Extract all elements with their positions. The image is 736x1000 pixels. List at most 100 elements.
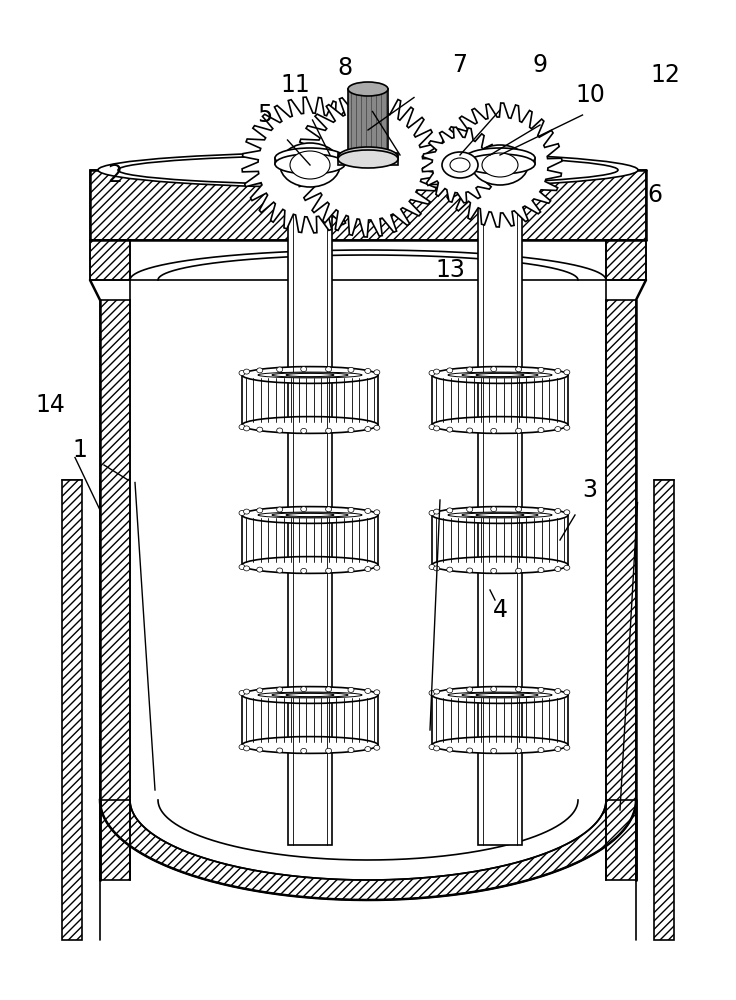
Ellipse shape (374, 565, 380, 570)
Ellipse shape (491, 507, 497, 512)
Text: 12: 12 (650, 63, 680, 87)
Ellipse shape (555, 368, 561, 373)
Ellipse shape (348, 687, 354, 692)
Bar (90, 170, 646, 240)
Ellipse shape (467, 367, 473, 372)
Bar (242, 375, 378, 425)
Polygon shape (242, 97, 378, 233)
Text: 4: 4 (492, 598, 508, 622)
Text: 6: 6 (648, 183, 662, 207)
Ellipse shape (244, 426, 250, 431)
Ellipse shape (462, 693, 538, 697)
Bar (288, 165, 332, 170)
Ellipse shape (491, 748, 497, 753)
Ellipse shape (365, 688, 371, 693)
Ellipse shape (325, 568, 332, 573)
Ellipse shape (538, 687, 544, 692)
Bar (432, 375, 568, 425)
Bar (62, 480, 82, 940)
Ellipse shape (447, 427, 453, 432)
Ellipse shape (348, 428, 354, 433)
Ellipse shape (301, 428, 307, 433)
Ellipse shape (325, 687, 332, 692)
Ellipse shape (365, 508, 371, 513)
Ellipse shape (275, 154, 345, 174)
Ellipse shape (467, 687, 473, 692)
Ellipse shape (325, 367, 332, 372)
Ellipse shape (555, 688, 561, 693)
Ellipse shape (338, 150, 398, 168)
Ellipse shape (462, 373, 538, 377)
Ellipse shape (447, 688, 453, 693)
Ellipse shape (432, 507, 568, 523)
Ellipse shape (244, 689, 250, 694)
Text: 7: 7 (453, 53, 467, 77)
Text: 11: 11 (280, 73, 310, 97)
Ellipse shape (564, 370, 570, 375)
Ellipse shape (448, 372, 552, 378)
Bar (242, 515, 378, 565)
Bar (654, 480, 674, 940)
Ellipse shape (448, 512, 552, 518)
Ellipse shape (538, 428, 544, 433)
Ellipse shape (516, 367, 522, 372)
Ellipse shape (277, 687, 283, 692)
Ellipse shape (516, 748, 522, 753)
Ellipse shape (476, 373, 524, 377)
Ellipse shape (239, 564, 245, 570)
Ellipse shape (482, 153, 518, 177)
Ellipse shape (467, 748, 473, 753)
Ellipse shape (432, 367, 568, 383)
Ellipse shape (516, 428, 522, 433)
Ellipse shape (98, 152, 638, 188)
Bar (348, 89, 388, 157)
Text: 9: 9 (533, 53, 548, 77)
Ellipse shape (301, 507, 307, 512)
Ellipse shape (429, 424, 435, 430)
Ellipse shape (348, 82, 388, 96)
Ellipse shape (301, 568, 307, 573)
Ellipse shape (242, 507, 378, 523)
Ellipse shape (447, 567, 453, 572)
Bar (478, 170, 522, 845)
Ellipse shape (257, 567, 263, 572)
Ellipse shape (239, 424, 245, 430)
Bar (288, 170, 332, 845)
Ellipse shape (272, 513, 348, 517)
Ellipse shape (374, 425, 380, 430)
Ellipse shape (538, 367, 544, 372)
Ellipse shape (564, 425, 570, 430)
Ellipse shape (476, 693, 524, 697)
Ellipse shape (239, 510, 245, 516)
Ellipse shape (239, 370, 245, 375)
Ellipse shape (450, 158, 470, 172)
Ellipse shape (257, 508, 263, 513)
Bar (90, 240, 130, 280)
Ellipse shape (239, 690, 245, 696)
Ellipse shape (325, 428, 332, 433)
Polygon shape (438, 103, 562, 227)
Ellipse shape (257, 427, 263, 432)
Ellipse shape (277, 367, 283, 372)
Ellipse shape (429, 744, 435, 750)
Ellipse shape (374, 510, 380, 515)
Ellipse shape (239, 744, 245, 750)
Ellipse shape (348, 568, 354, 573)
Ellipse shape (365, 567, 371, 572)
Ellipse shape (434, 566, 439, 571)
Ellipse shape (365, 747, 371, 752)
Ellipse shape (118, 155, 618, 185)
Ellipse shape (348, 507, 354, 512)
Ellipse shape (280, 143, 340, 187)
Ellipse shape (465, 148, 535, 168)
Ellipse shape (257, 688, 263, 693)
Ellipse shape (462, 513, 538, 517)
Ellipse shape (432, 417, 568, 433)
Ellipse shape (258, 372, 362, 378)
Ellipse shape (325, 507, 332, 512)
Ellipse shape (365, 427, 371, 432)
Ellipse shape (286, 693, 334, 697)
Ellipse shape (286, 513, 334, 517)
Ellipse shape (242, 737, 378, 753)
Ellipse shape (277, 748, 283, 753)
